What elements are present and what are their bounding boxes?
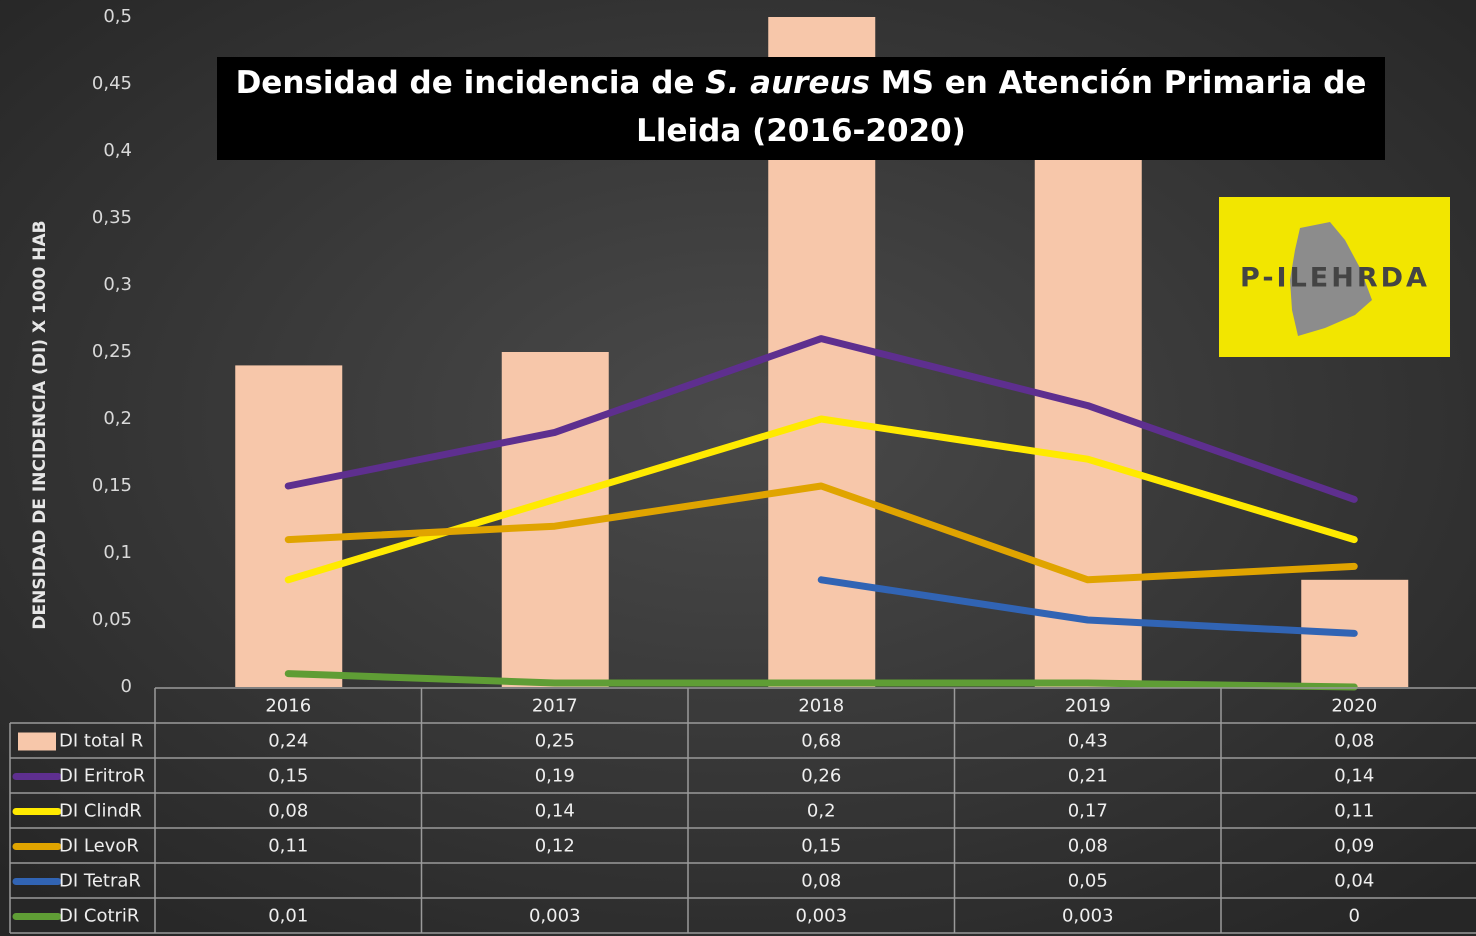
- legend-label: DI LevoR: [59, 836, 139, 857]
- table-value: 0,09: [1334, 836, 1374, 857]
- table-value: 0: [1349, 906, 1360, 927]
- table-value: 0,17: [1068, 801, 1108, 822]
- line: [817, 576, 1358, 637]
- line: [284, 335, 1358, 503]
- line: [284, 415, 1358, 584]
- y-tick-label: 0,25: [92, 341, 132, 362]
- legend-label: DI TetraR: [59, 871, 141, 892]
- table-value: 0,003: [529, 906, 581, 927]
- table-value: 0,24: [268, 731, 308, 752]
- y-tick-label: 0,15: [92, 475, 132, 496]
- table-value: 0,08: [268, 801, 308, 822]
- legend-label: DI EritroR: [59, 766, 145, 787]
- logo-text: P-ILEHRDA: [1240, 263, 1430, 294]
- table-value: 0,26: [801, 766, 841, 787]
- line: [284, 670, 1358, 691]
- table-value: 0,08: [801, 871, 841, 892]
- line: [284, 482, 1358, 584]
- table-value: 0,15: [268, 766, 308, 787]
- table-value: 0,21: [1068, 766, 1108, 787]
- legend-swatch: [18, 732, 56, 751]
- table-value: 0,68: [801, 731, 841, 752]
- legend-label: DI total R: [59, 731, 143, 752]
- table-value: 0,2: [807, 801, 836, 822]
- logo-map: [1290, 222, 1372, 336]
- table-value: 0,19: [535, 766, 575, 787]
- y-axis-label: DENSIDAD DE INCIDENCIA (DI) X 1000 HAB: [30, 220, 50, 629]
- x-tick-label: 2020: [1331, 696, 1377, 717]
- y-tick-label: 0,4: [103, 140, 132, 161]
- table-value: 0,25: [535, 731, 575, 752]
- table-value: 0,43: [1068, 731, 1108, 752]
- title-box: [217, 57, 1385, 160]
- x-tick-label: 2016: [265, 696, 311, 717]
- y-tick-label: 0,35: [92, 207, 132, 228]
- chart-title: Densidad de incidencia de S. aureus MS e…: [236, 65, 1367, 149]
- table-value: 0,14: [535, 801, 575, 822]
- bar: [235, 365, 343, 687]
- y-tick-label: 0,3: [103, 274, 132, 295]
- legend-label: DI ClindR: [59, 801, 142, 822]
- y-tick-label: 0,5: [103, 6, 132, 27]
- x-tick-label: 2017: [532, 696, 578, 717]
- y-tick-label: 0,05: [92, 609, 132, 630]
- table-value: 0,08: [1334, 731, 1374, 752]
- y-tick-label: 0,1: [103, 542, 132, 563]
- table-value: 0,14: [1334, 766, 1374, 787]
- x-tick-label: 2019: [1065, 696, 1111, 717]
- table-value: 0,04: [1334, 871, 1374, 892]
- x-tick-label: 2018: [798, 696, 844, 717]
- table-value: 0,01: [268, 906, 308, 927]
- y-tick-label: 0,45: [92, 73, 132, 94]
- table-value: 0,05: [1068, 871, 1108, 892]
- y-tick-label: 0: [121, 676, 132, 697]
- table-value: 0,11: [268, 836, 308, 857]
- table-value: 0,15: [801, 836, 841, 857]
- legend-label: DI CotriR: [59, 906, 139, 927]
- table-value: 0,11: [1334, 801, 1374, 822]
- table-value: 0,08: [1068, 836, 1108, 857]
- table-value: 0,003: [795, 906, 847, 927]
- y-tick-label: 0,2: [103, 408, 132, 429]
- table-value: 0,003: [1062, 906, 1114, 927]
- table-value: 0,12: [535, 836, 575, 857]
